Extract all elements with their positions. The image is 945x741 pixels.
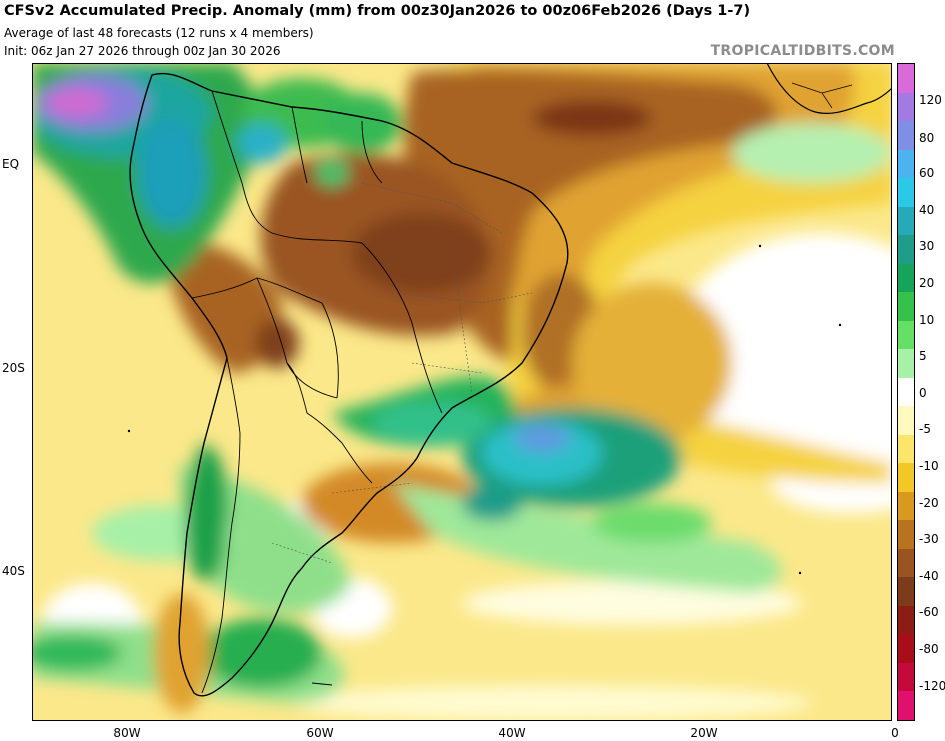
colorbar-label: 120 — [919, 93, 942, 107]
colorbar-label: -120 — [919, 679, 945, 693]
colorbar-swatch — [898, 406, 914, 435]
colorbar-swatch — [898, 463, 914, 492]
colorbar-swatch — [898, 377, 914, 407]
chart-subtitle-forecasts: Average of last 48 forecasts (12 runs x … — [4, 26, 314, 40]
lon-label-80w: 80W — [113, 726, 141, 740]
colorbar-swatch — [898, 520, 914, 549]
brand-watermark: TROPICALTIDBITS.COM — [710, 43, 895, 59]
colorbar-swatch — [898, 320, 914, 350]
wet-southern-chile — [185, 443, 228, 582]
colorbar-swatch — [898, 605, 914, 635]
colorbar-label: -10 — [919, 459, 939, 473]
lat-label-40s: 40S — [2, 564, 25, 578]
precip-anomaly-map — [32, 63, 892, 721]
colorbar-swatch — [898, 235, 914, 264]
colorbar-label: 30 — [919, 239, 935, 253]
colorbar-swatch — [898, 121, 914, 150]
chart-title: CFSv2 Accumulated Precip. Anomaly (mm) f… — [4, 3, 751, 19]
colorbar-swatch — [898, 92, 914, 122]
colorbar-label: 60 — [919, 166, 935, 180]
colorbar-swatch — [898, 178, 914, 207]
colorbar-label: 80 — [919, 131, 935, 145]
colorbar-label: -60 — [919, 605, 939, 619]
colorbar-swatch — [898, 263, 914, 293]
colorbar-swatch — [898, 64, 914, 93]
colorbar-label: -5 — [919, 422, 931, 436]
colorbar — [897, 63, 915, 721]
colorbar-label: -30 — [919, 532, 939, 546]
colorbar-label: -80 — [919, 642, 939, 656]
lon-label-60w: 60W — [306, 726, 334, 740]
colorbar-label: -40 — [919, 569, 939, 583]
colorbar-swatch — [898, 634, 914, 663]
dry-northeast-brazil — [403, 68, 777, 364]
colorbar-swatch — [898, 548, 914, 578]
colorbar-swatch — [898, 491, 914, 521]
lon-label-40w: 40W — [498, 726, 526, 740]
colorbar-label: 20 — [919, 276, 935, 290]
colorbar-swatch — [898, 292, 914, 321]
lon-label-0: 0 — [891, 726, 899, 740]
colorbar-swatch — [898, 206, 914, 236]
colorbar-swatch — [898, 349, 914, 378]
chart-subtitle-init: Init: 06z Jan 27 2026 through 00z Jan 30… — [4, 44, 281, 58]
south-america-coastline — [129, 72, 569, 697]
colorbar-swatch — [898, 434, 914, 464]
colorbar-label: 0 — [919, 386, 927, 400]
colorbar-swatch — [898, 149, 914, 179]
colorbar-swatch — [898, 662, 914, 692]
colorbar-swatch — [898, 691, 914, 720]
colorbar-label: 10 — [919, 313, 935, 327]
lat-label-20s: 20S — [2, 361, 25, 375]
colorbar-swatch — [898, 577, 914, 606]
africa-coastline — [766, 63, 892, 115]
country-borders — [191, 90, 443, 694]
lon-label-20w: 20W — [690, 726, 718, 740]
colorbar-label: -20 — [919, 496, 939, 510]
colorbar-label: 40 — [919, 203, 935, 217]
colorbar-label: 5 — [919, 349, 927, 363]
neutral-east-atlantic — [672, 233, 892, 473]
lat-label-eq: EQ — [2, 157, 20, 171]
